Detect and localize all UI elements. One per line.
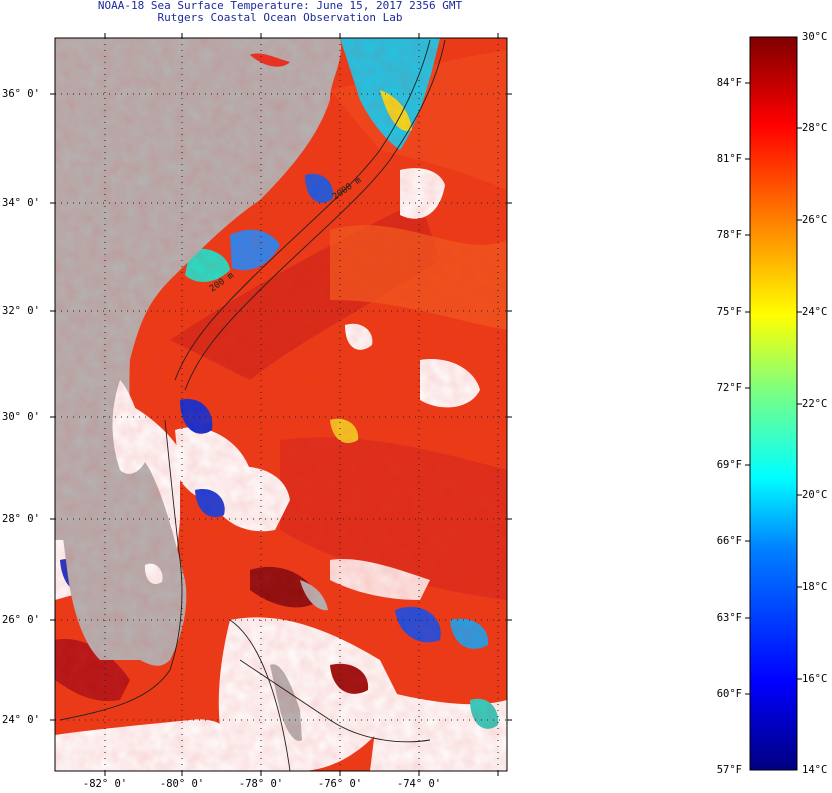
contour-2000m: [184, 39, 446, 391]
colorbar-f-label: 66°F: [716, 535, 742, 547]
colorbar-f-label: 75°F: [716, 306, 742, 318]
lon-label: -74° 0': [396, 778, 442, 790]
colorbar-ticks: [745, 82, 802, 695]
lon-label: -76° 0': [317, 778, 363, 790]
colorbar-c-label: 14°C: [802, 764, 828, 776]
colorbar-c-label: 18°C: [802, 581, 828, 593]
colorbar-f-label: 63°F: [716, 612, 742, 624]
lat-label: 26° 0': [2, 614, 40, 626]
map-frame: [54, 37, 508, 772]
lon-label: -78° 0': [238, 778, 284, 790]
map-title: NOAA-18 Sea Surface Temperature: June 15…: [97, 0, 463, 12]
colorbar-c-label: 26°C: [802, 214, 828, 226]
texture-overlay: [55, 38, 507, 771]
lat-label: 36° 0': [2, 88, 40, 100]
lat-label: 30° 0': [2, 411, 40, 423]
colorbar-c-label: 24°C: [802, 306, 828, 318]
graticule: [55, 38, 507, 771]
colorbar-f-label: 57°F: [716, 764, 742, 776]
colorbar-f-label: 60°F: [716, 688, 742, 700]
colorbar-c-label: 30°C: [802, 31, 828, 43]
map-area: 200 m 2000 m: [55, 38, 507, 771]
colorbar-f-label: 72°F: [716, 382, 742, 394]
lat-label: 34° 0': [2, 197, 40, 209]
colorbar-c-label: 20°C: [802, 489, 828, 501]
colorbar-f-label: 84°F: [716, 77, 742, 89]
contour-line: [59, 419, 183, 721]
colorbar-f-label: 78°F: [716, 229, 742, 241]
contour-line: [229, 619, 291, 771]
colorbar-f-label: 69°F: [716, 459, 742, 471]
colorbar-c-label: 16°C: [802, 673, 828, 685]
colorbar-c-label: 22°C: [802, 398, 828, 410]
lon-label: -82° 0': [82, 778, 128, 790]
map-subtitle: Rutgers Coastal Ocean Observation Lab: [157, 11, 403, 24]
contour-line: [239, 659, 431, 743]
colorbar-f-label: 81°F: [716, 153, 742, 165]
lat-label: 28° 0': [2, 513, 40, 525]
axis-ticks: [50, 33, 512, 776]
lat-label: 24° 0': [2, 714, 40, 726]
contour-200m: [174, 39, 431, 381]
colorbar-c-label: 28°C: [802, 122, 828, 134]
lon-label: -80° 0': [159, 778, 205, 790]
colorbar: [749, 36, 798, 771]
lat-label: 32° 0': [2, 305, 40, 317]
